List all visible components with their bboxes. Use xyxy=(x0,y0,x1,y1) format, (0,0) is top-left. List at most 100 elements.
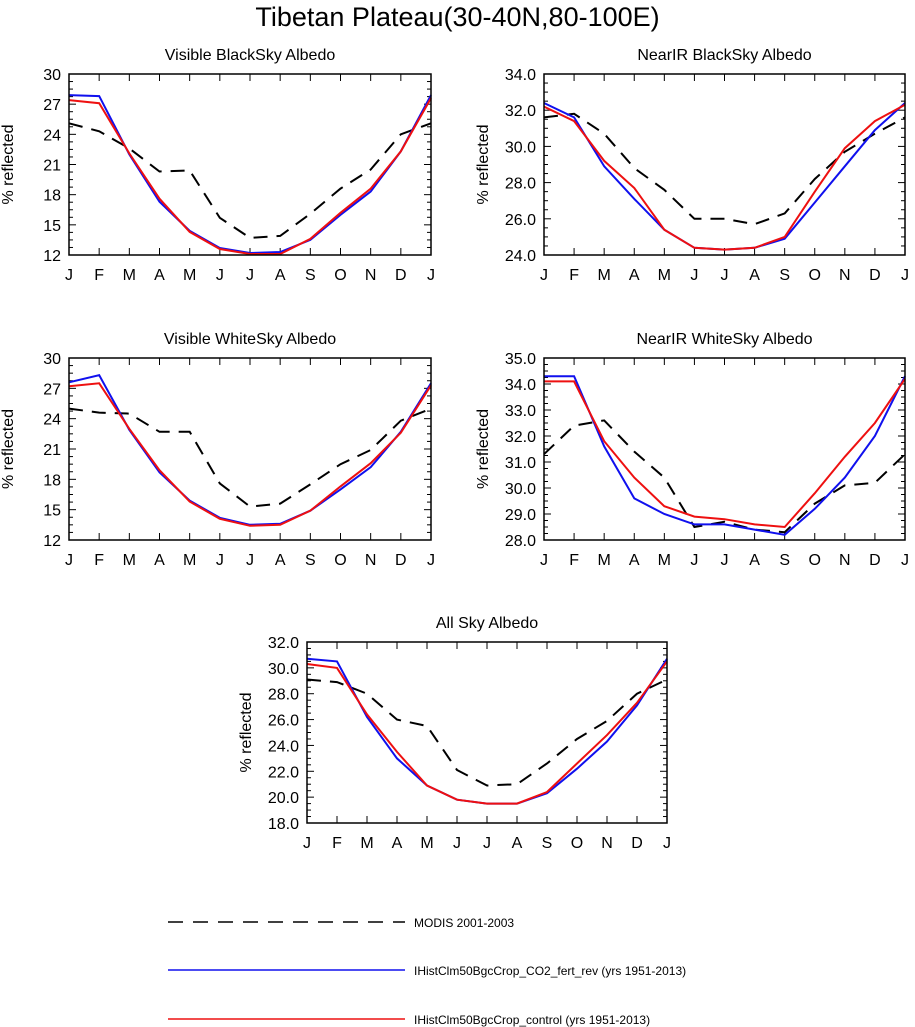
x-tick-label: A xyxy=(629,552,640,569)
x-tick-label: J xyxy=(721,552,729,569)
x-tick-label: M xyxy=(183,552,196,569)
y-axis-label: % reflected xyxy=(475,409,492,489)
x-tick-label: J xyxy=(721,267,729,284)
x-tick-label: M xyxy=(598,552,611,569)
plot-frame xyxy=(68,357,432,541)
series-line-control xyxy=(68,382,432,527)
y-tick-label: 29.0 xyxy=(505,507,536,524)
x-tick-label: J xyxy=(427,267,435,284)
x-tick-label: A xyxy=(749,552,760,569)
legend: MODIS 2001-2003 IHistClm50BgcCrop_CO2_fer… xyxy=(168,916,686,1027)
y-tick-label: 30.0 xyxy=(505,139,536,156)
x-tick-label: O xyxy=(334,267,346,284)
x-tick-label: J xyxy=(427,552,435,569)
y-tick-label: 26.0 xyxy=(505,212,536,229)
y-tick-label: 21 xyxy=(43,442,61,459)
y-tick-label: 24.0 xyxy=(505,248,536,265)
x-tick-label: J xyxy=(246,552,254,569)
y-tick-label: 27 xyxy=(43,381,61,398)
chart-panel-1: Visible BlackSky Albedo % reflected 12 15 18… xyxy=(0,47,435,284)
x-tick-label: D xyxy=(395,267,407,284)
figure-title: Tibetan Plateau(30-40N,80-100E) xyxy=(255,2,660,32)
x-tick-label: J xyxy=(65,552,73,569)
x-tick-label: D xyxy=(631,835,643,852)
legend-item-control: IHistClm50BgcCrop_control (yrs 1951-2013… xyxy=(168,1013,650,1027)
chart-panel-5: All Sky Albedo % reflected 18.0 20.0 22.0 24.… xyxy=(238,615,671,852)
x-tick-label: M xyxy=(420,835,433,852)
chart-panel-2: NearIR BlackSky Albedo % reflected 24.0 26.… xyxy=(475,47,909,284)
series-line-control xyxy=(544,378,906,529)
x-tick-label: J xyxy=(901,552,909,569)
y-tick-label: 27 xyxy=(43,97,61,114)
x-tick-label: A xyxy=(629,267,640,284)
legend-item-co2_fert_rev: IHistClm50BgcCrop_CO2_fert_rev (yrs 1951… xyxy=(168,964,686,978)
y-tick-label: 33.0 xyxy=(505,403,536,420)
y-tick-label: 28.0 xyxy=(268,687,299,704)
x-tick-label: O xyxy=(809,552,821,569)
x-tick-label: J xyxy=(540,267,548,284)
legend-label: IHistClm50BgcCrop_CO2_fert_rev (yrs 1951… xyxy=(414,964,686,978)
plot-frame xyxy=(543,357,906,541)
y-tick-label: 15 xyxy=(43,503,61,520)
y-tick-label: 18 xyxy=(43,188,61,205)
plot-frame xyxy=(543,73,906,256)
y-axis-label: % reflected xyxy=(475,124,492,204)
x-tick-label: D xyxy=(869,267,881,284)
plot-frame xyxy=(68,73,432,256)
y-tick-label: 34.0 xyxy=(505,67,536,84)
x-tick-label: J xyxy=(540,552,548,569)
panel-title: Visible WhiteSky Albedo xyxy=(164,331,336,348)
series-line-modis xyxy=(306,678,668,787)
x-tick-label: J xyxy=(901,267,909,284)
x-tick-label: A xyxy=(512,835,523,852)
series-line-co2_fert_rev xyxy=(68,374,432,526)
x-tick-label: A xyxy=(749,267,760,284)
x-tick-label: S xyxy=(305,552,316,569)
panel-title: NearIR WhiteSky Albedo xyxy=(636,331,812,348)
y-tick-label: 24.0 xyxy=(268,738,299,755)
x-tick-label: M xyxy=(123,267,136,284)
x-tick-label: F xyxy=(332,835,342,852)
x-tick-label: N xyxy=(365,267,377,284)
y-tick-label: 22.0 xyxy=(268,764,299,781)
panel-title: NearIR BlackSky Albedo xyxy=(637,47,811,64)
chart-panel-3: Visible WhiteSky Albedo % reflected 12 15 18… xyxy=(0,331,435,569)
y-axis-label: % reflected xyxy=(238,692,255,772)
x-tick-label: A xyxy=(275,552,286,569)
y-tick-label: 15 xyxy=(43,218,61,235)
x-tick-label: N xyxy=(839,267,851,284)
x-tick-label: O xyxy=(571,835,583,852)
y-tick-label: 18.0 xyxy=(268,816,299,833)
y-tick-label: 26.0 xyxy=(268,713,299,730)
y-tick-label: 30 xyxy=(43,67,61,84)
x-tick-label: O xyxy=(334,552,346,569)
plot-frame xyxy=(306,641,668,824)
x-tick-label: M xyxy=(658,552,671,569)
chart-panel-4: NearIR WhiteSky Albedo % reflected 28.0 29.… xyxy=(475,331,909,569)
x-tick-label: J xyxy=(453,835,461,852)
x-tick-label: S xyxy=(779,267,790,284)
legend-label: IHistClm50BgcCrop_control (yrs 1951-2013… xyxy=(414,1013,650,1027)
x-tick-label: J xyxy=(663,835,671,852)
x-tick-label: D xyxy=(869,552,881,569)
series-line-modis xyxy=(543,112,906,226)
y-tick-label: 30 xyxy=(43,351,61,368)
series-line-co2_fert_rev xyxy=(544,375,906,536)
x-tick-label: M xyxy=(598,267,611,284)
x-tick-label: F xyxy=(569,552,579,569)
y-tick-label: 24 xyxy=(43,127,61,144)
series-line-modis xyxy=(543,419,906,534)
y-tick-label: 34.0 xyxy=(505,377,536,394)
y-tick-label: 32.0 xyxy=(268,635,299,652)
series-line-control xyxy=(68,97,432,255)
legend-label: MODIS 2001-2003 xyxy=(414,916,514,930)
x-tick-label: M xyxy=(658,267,671,284)
series-line-modis xyxy=(68,122,432,239)
panel-title: All Sky Albedo xyxy=(436,615,538,632)
x-tick-label: J xyxy=(216,552,224,569)
x-tick-label: A xyxy=(154,267,165,284)
series-line-control xyxy=(543,103,906,251)
series-line-co2_fert_rev xyxy=(543,102,906,251)
series-line-control xyxy=(306,660,668,805)
